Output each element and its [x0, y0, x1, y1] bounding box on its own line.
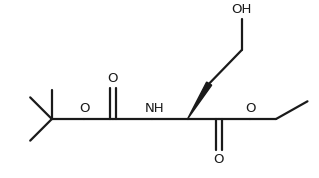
Text: NH: NH [144, 102, 164, 115]
Text: OH: OH [231, 3, 252, 16]
Polygon shape [188, 82, 212, 119]
Text: O: O [245, 102, 256, 115]
Text: O: O [79, 102, 90, 115]
Text: O: O [214, 153, 224, 166]
Text: O: O [108, 72, 118, 85]
